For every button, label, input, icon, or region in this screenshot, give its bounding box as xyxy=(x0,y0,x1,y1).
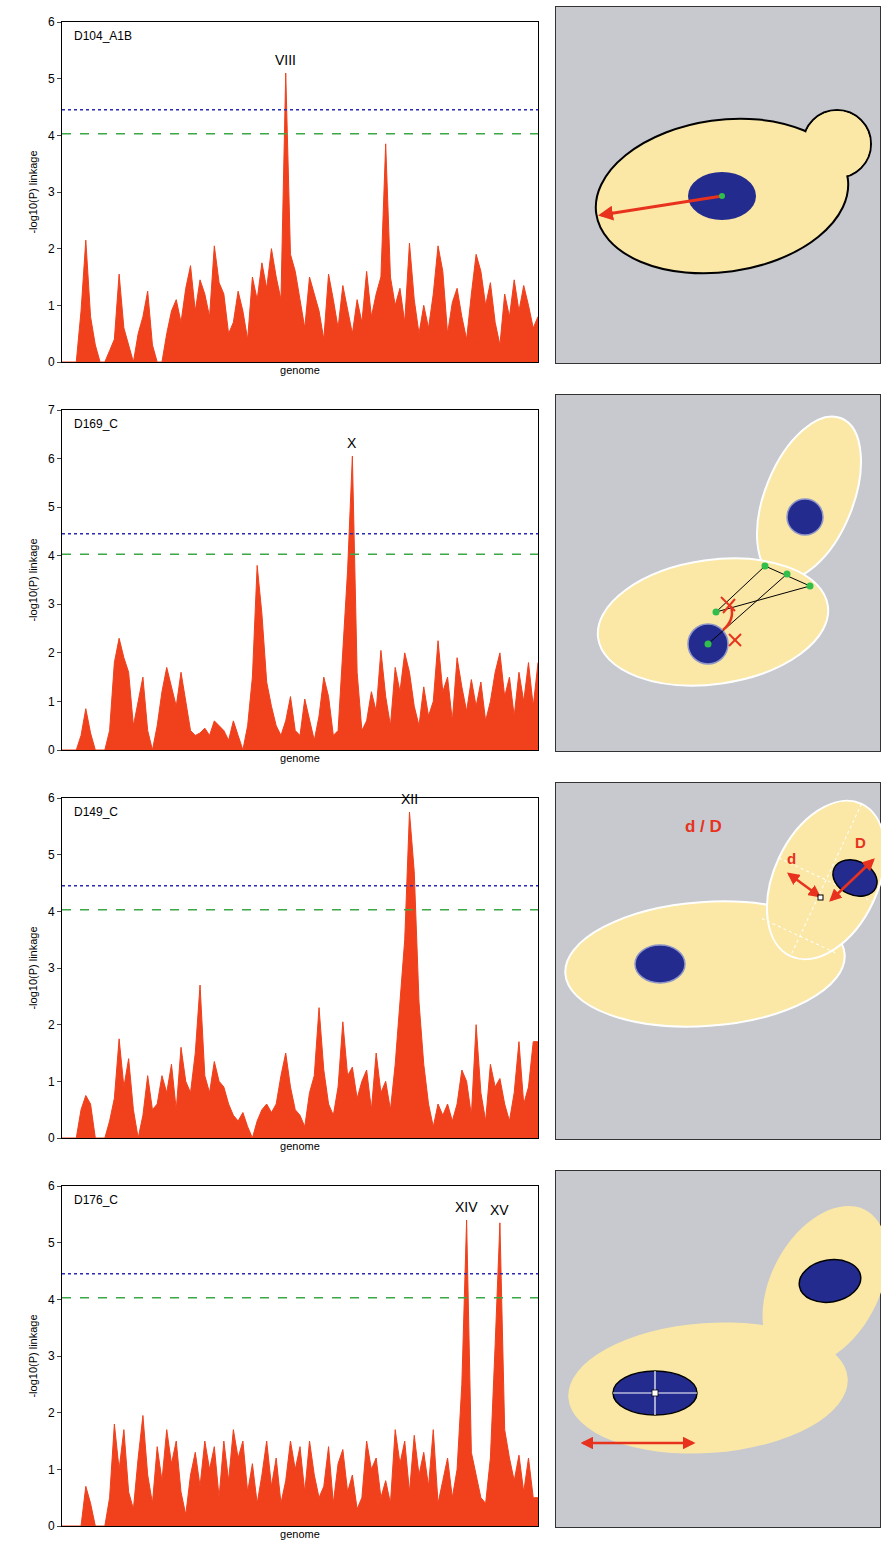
svg-text:XII: XII xyxy=(401,791,418,807)
svg-text:D149_C: D149_C xyxy=(74,805,118,819)
svg-text:0: 0 xyxy=(48,743,55,757)
svg-text:3: 3 xyxy=(48,961,55,975)
svg-text:0: 0 xyxy=(48,1131,55,1145)
svg-text:genome: genome xyxy=(280,752,320,764)
svg-text:2: 2 xyxy=(48,1406,55,1420)
svg-text:6: 6 xyxy=(48,15,55,29)
svg-text:7: 7 xyxy=(48,403,55,417)
svg-text:2: 2 xyxy=(48,242,55,256)
svg-text:-log10(P) linkage: -log10(P) linkage xyxy=(27,538,39,621)
svg-text:6: 6 xyxy=(48,1179,55,1193)
svg-text:0: 0 xyxy=(48,1519,55,1533)
svg-text:d / D: d / D xyxy=(685,817,722,836)
svg-text:-log10(P) linkage: -log10(P) linkage xyxy=(27,150,39,233)
svg-text:1: 1 xyxy=(48,1075,55,1089)
svg-text:4: 4 xyxy=(48,549,55,563)
svg-text:1: 1 xyxy=(48,299,55,313)
svg-text:5: 5 xyxy=(48,72,55,86)
svg-text:6: 6 xyxy=(48,452,55,466)
svg-text:4: 4 xyxy=(48,129,55,143)
svg-text:3: 3 xyxy=(48,1349,55,1363)
svg-text:5: 5 xyxy=(48,500,55,514)
svg-text:X: X xyxy=(347,435,357,451)
svg-text:3: 3 xyxy=(48,185,55,199)
svg-text:genome: genome xyxy=(280,364,320,376)
svg-text:VIII: VIII xyxy=(275,52,296,68)
svg-text:0: 0 xyxy=(48,355,55,369)
svg-text:-log10(P) linkage: -log10(P) linkage xyxy=(27,1314,39,1397)
svg-text:-log10(P) linkage: -log10(P) linkage xyxy=(27,926,39,1009)
svg-text:2: 2 xyxy=(48,1018,55,1032)
svg-text:1: 1 xyxy=(48,695,55,709)
svg-text:D169_C: D169_C xyxy=(74,417,118,431)
svg-text:2: 2 xyxy=(48,646,55,660)
svg-text:genome: genome xyxy=(280,1140,320,1152)
svg-text:XV: XV xyxy=(490,1202,509,1218)
svg-text:4: 4 xyxy=(48,1293,55,1307)
svg-text:3: 3 xyxy=(48,597,55,611)
svg-text:XIV: XIV xyxy=(455,1199,478,1215)
svg-text:5: 5 xyxy=(48,1236,55,1250)
svg-text:5: 5 xyxy=(48,848,55,862)
svg-text:4: 4 xyxy=(48,905,55,919)
svg-text:d: d xyxy=(787,850,796,867)
svg-text:D: D xyxy=(855,834,866,851)
svg-text:D176_C: D176_C xyxy=(74,1193,118,1207)
svg-text:genome: genome xyxy=(280,1528,320,1540)
svg-text:D104_A1B: D104_A1B xyxy=(74,29,132,43)
svg-text:6: 6 xyxy=(48,791,55,805)
svg-text:1: 1 xyxy=(48,1463,55,1477)
